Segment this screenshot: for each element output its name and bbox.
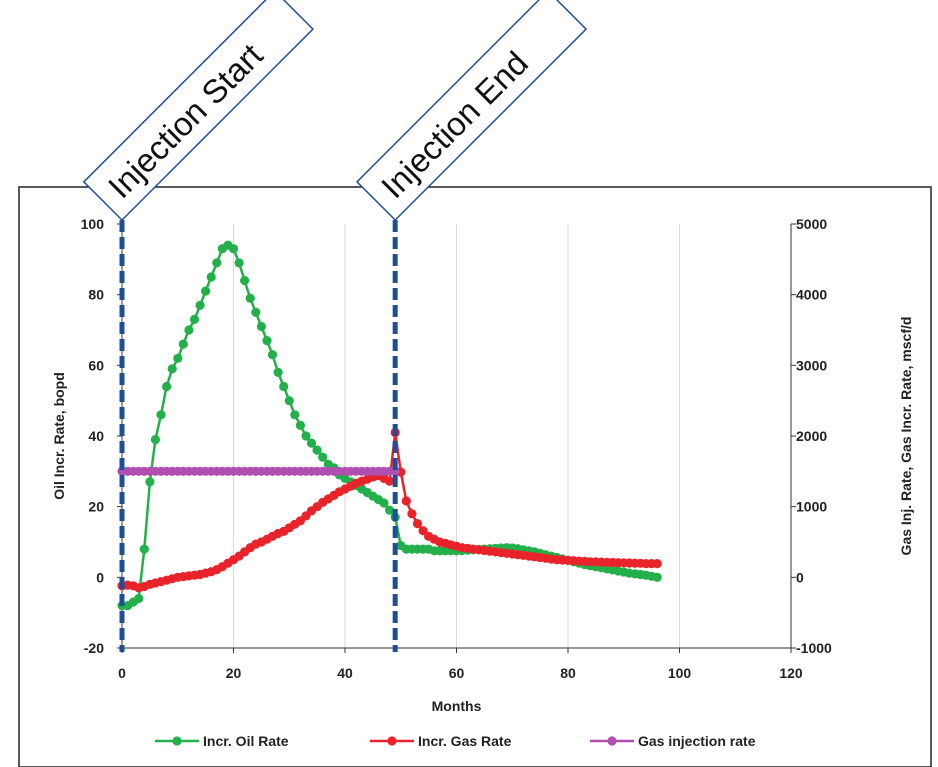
x-tick-label: 120 <box>779 665 803 681</box>
series-point-0 <box>251 307 261 317</box>
series-point-0 <box>240 275 250 286</box>
series-point-0 <box>295 420 305 430</box>
series-point-0 <box>273 367 283 377</box>
legend-swatch-marker-1 <box>387 736 397 746</box>
y-right-tick-label: 0 <box>796 569 804 585</box>
series <box>117 240 662 611</box>
y-right-tick-label: -1000 <box>796 640 832 656</box>
series-point-0 <box>162 381 172 392</box>
series-point-0 <box>284 396 294 406</box>
legend-label-0: Incr. Oil Rate <box>203 733 289 749</box>
x-tick-label: 20 <box>226 665 242 681</box>
x-tick-label: 100 <box>668 665 692 681</box>
series-point-0 <box>184 325 194 335</box>
series-point-0 <box>167 364 177 374</box>
series-point-1 <box>407 509 417 519</box>
series-point-0 <box>290 410 300 420</box>
series-point-0 <box>301 431 311 441</box>
x-axis-title: Months <box>432 698 482 714</box>
series-point-0 <box>245 293 255 303</box>
series-point-0 <box>156 410 166 420</box>
y-right-tick-label: 3000 <box>796 357 827 373</box>
y-axis-right-title: Gas Inj. Rate, Gas Incr. Rate, mscf/d <box>898 317 914 556</box>
y-right-tick-label: 1000 <box>796 499 827 515</box>
series-point-0 <box>189 314 200 324</box>
gridlines <box>233 224 680 648</box>
legend-label-2: Gas injection rate <box>638 733 756 749</box>
x-tick-label: 0 <box>118 665 126 681</box>
series-point-0 <box>306 438 317 448</box>
y-left-tick-label: -20 <box>84 640 104 656</box>
y-left-tick-label: 80 <box>88 287 104 303</box>
series-2 <box>117 466 400 476</box>
series-point-1 <box>652 559 662 569</box>
y-left-tick-label: 40 <box>88 428 104 444</box>
y-left-tick-label: 20 <box>88 499 104 515</box>
series-point-1 <box>385 476 395 486</box>
x-tick-label: 40 <box>337 665 353 681</box>
series-point-0 <box>318 452 328 462</box>
y-right-tick-label: 2000 <box>796 428 827 444</box>
series-point-0 <box>652 572 662 582</box>
series-point-0 <box>195 300 205 310</box>
callout-box-1 <box>355 0 588 222</box>
y-left-tick-label: 0 <box>96 569 104 585</box>
legend-swatch-marker-2 <box>607 736 617 746</box>
series-point-0 <box>312 445 322 455</box>
series-point-0 <box>212 258 222 268</box>
series-point-0 <box>262 336 272 346</box>
series-point-0 <box>178 339 188 349</box>
series-point-0 <box>379 498 389 508</box>
series-point-1 <box>401 496 411 506</box>
legend-item-1: Incr. Gas Rate <box>370 733 512 749</box>
legend-swatch-marker-0 <box>172 736 182 746</box>
chart-frame <box>18 186 932 767</box>
series-point-0 <box>145 477 155 487</box>
series-point-0 <box>279 381 289 392</box>
callout-box-0 <box>82 0 314 222</box>
y-right-tick-label: 5000 <box>796 216 827 232</box>
legend-label-1: Incr. Gas Rate <box>418 733 512 749</box>
series-point-0 <box>139 544 149 554</box>
y-left-tick-label: 60 <box>88 357 104 373</box>
y-left-tick-label: 100 <box>81 216 105 232</box>
series-point-1 <box>412 519 423 529</box>
x-tick-label: 80 <box>560 665 576 681</box>
x-tick-label: 60 <box>449 665 465 681</box>
legend-item-2: Gas injection rate <box>590 733 756 749</box>
series-point-0 <box>201 286 211 296</box>
series-point-0 <box>234 258 244 268</box>
legend: Incr. Oil Rate Incr. Gas Rate Gas injectio… <box>155 733 756 749</box>
series-point-0 <box>134 593 144 604</box>
series-point-0 <box>150 434 160 445</box>
series-point-0 <box>228 244 239 254</box>
series-1 <box>117 427 662 593</box>
series-point-0 <box>267 350 278 360</box>
series-point-0 <box>385 505 395 515</box>
legend-item-0: Incr. Oil Rate <box>155 733 289 749</box>
series-point-0 <box>256 321 266 332</box>
y-axis-left-title: Oil Incr. Rate, bopd <box>51 372 67 500</box>
y-right-tick-label: 4000 <box>796 287 827 303</box>
series-point-0 <box>173 353 183 363</box>
series-point-0 <box>206 272 216 282</box>
